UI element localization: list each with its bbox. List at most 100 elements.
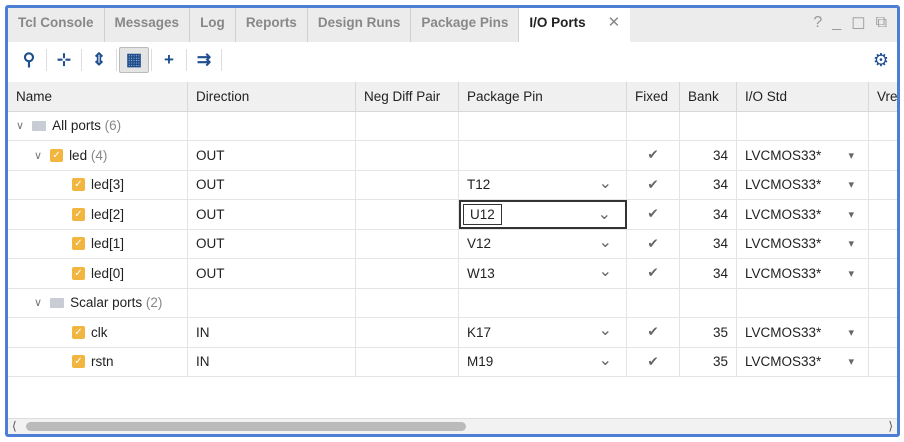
column-header-neg-diff-pair[interactable]: Neg Diff Pair (356, 82, 459, 111)
group-count: (4) (90, 147, 108, 163)
io-std-select[interactable]: LVCMOS33* ▾ (737, 229, 869, 258)
tab-package-pins[interactable]: Package Pins (411, 8, 520, 42)
package-pin-field[interactable]: V12 ⌄ (459, 229, 627, 258)
io-std: LVCMOS33* (745, 147, 822, 163)
column-header-vref[interactable]: Vref (869, 82, 897, 111)
chevron-down-icon[interactable]: ∨ (34, 297, 43, 310)
vref-cell[interactable] (869, 348, 897, 377)
tab-reports[interactable]: Reports (236, 8, 308, 42)
group-row-all[interactable]: ∨ All ports (6) (8, 111, 897, 141)
group-row-led[interactable]: ∨ ✓ led (4) OUT ✔ 34 LVCMOS33* ▾ (8, 141, 897, 171)
name-cell[interactable]: ✓ led[1] (8, 229, 188, 258)
column-header-name[interactable]: Name (8, 82, 188, 111)
chevron-down-icon[interactable]: ⌄ (598, 351, 612, 369)
fixed-cell[interactable]: ✔ (627, 229, 680, 258)
vref-cell[interactable] (869, 200, 897, 229)
scroll-left-icon[interactable]: ⟨ (12, 419, 17, 433)
name-cell[interactable]: ✓ led[2] (8, 200, 188, 229)
tab-tcl-console[interactable]: Tcl Console (8, 8, 105, 42)
tab-messages[interactable]: Messages (105, 8, 191, 42)
gear-icon[interactable]: ⚙ (872, 50, 889, 70)
chevron-down-icon[interactable]: ⌄ (598, 322, 612, 339)
cell (869, 289, 897, 318)
name-cell[interactable]: ∨ ✓ led (4) (8, 141, 188, 170)
auto-assign-icon[interactable]: ⇉ (196, 50, 212, 69)
tab-log[interactable]: Log (190, 8, 236, 42)
column-header-label: Direction (196, 88, 250, 104)
vref-cell[interactable] (869, 171, 897, 200)
chevron-down-icon[interactable]: ⌄ (598, 263, 612, 280)
cell (459, 288, 627, 317)
chevron-down-icon[interactable]: ∨ (16, 120, 25, 133)
package-pin-field[interactable]: M19 ⌄ (459, 347, 627, 376)
io-std-select[interactable]: LVCMOS33* ▾ (737, 318, 869, 347)
close-icon[interactable]: ✕ (607, 14, 621, 31)
column-header-direction[interactable]: Direction (188, 82, 356, 111)
group-by-interface-icon[interactable]: ▦ (119, 47, 149, 73)
port-name: led[0] (91, 265, 125, 281)
bank-cell: 34 (680, 229, 737, 258)
bank: 34 (712, 236, 728, 252)
cell (680, 111, 737, 140)
name-cell[interactable]: ✓ clk (8, 318, 188, 347)
package-pin-field[interactable]: K17 ⌄ (459, 318, 627, 347)
column-header-bank[interactable]: Bank (680, 82, 737, 111)
scrollbar-thumb[interactable] (26, 422, 466, 431)
vref-cell[interactable] (869, 318, 897, 347)
tab-label: I/O Ports (529, 15, 586, 30)
name-cell[interactable]: ∨ Scalar ports (2) (8, 288, 188, 317)
fixed-cell[interactable]: ✔ (627, 318, 680, 347)
horizontal-scrollbar[interactable]: ⟨ ⟩ (8, 418, 897, 434)
fixed-cell[interactable]: ✔ (627, 170, 680, 199)
group-count: (6) (104, 118, 122, 134)
chevron-down-icon[interactable]: ⌄ (598, 233, 612, 251)
maximize-icon[interactable]: ☐ (851, 16, 866, 33)
collapse-all-icon[interactable]: ⊹ (56, 50, 72, 69)
minimize-icon[interactable]: _ (832, 14, 842, 31)
fixed-cell[interactable]: ✔ (627, 200, 680, 229)
vref-cell[interactable] (869, 259, 897, 288)
package-pin-field[interactable]: T12 ⌄ (459, 170, 627, 199)
name-cell[interactable]: ✓ led[3] (8, 170, 188, 199)
tab-io-ports[interactable]: I/O Ports ✕ (519, 8, 631, 42)
dropdown-arrow-icon: ▾ (848, 179, 854, 192)
fixed-cell[interactable]: ✔ (627, 347, 680, 376)
name-cell[interactable]: ✓ rstn (8, 347, 188, 376)
column-header-package-pin[interactable]: Package Pin (459, 82, 627, 111)
column-header-io-std[interactable]: I/O Std (737, 82, 869, 111)
package-pin-field[interactable]: W13 ⌄ (459, 259, 627, 288)
io-std-select[interactable]: LVCMOS33* ▾ (737, 259, 869, 288)
name-cell[interactable]: ∨ All ports (6) (8, 111, 188, 140)
table-header[interactable]: Name Direction Neg Diff Pair Package Pin Fix… (8, 82, 897, 112)
scroll-right-icon[interactable]: ⟩ (888, 419, 893, 433)
help-icon[interactable]: ? (813, 14, 823, 31)
cell (680, 288, 737, 317)
direction: OUT (196, 236, 225, 252)
name-cell[interactable]: ✓ led[0] (8, 259, 188, 288)
tab-design-runs[interactable]: Design Runs (308, 8, 412, 42)
fixed-cell[interactable]: ✔ (627, 259, 680, 288)
float-icon[interactable]: ⧉ (875, 14, 887, 31)
direction-cell: IN (188, 318, 356, 347)
column-header-label: Bank (688, 88, 719, 104)
column-header-fixed[interactable]: Fixed (627, 82, 680, 111)
table-row[interactable]: ✓ led[0] OUT W13 ⌄ ✔ 34 LVCMOS33* ▾ (8, 259, 897, 289)
chevron-down-icon[interactable]: ∨ (34, 149, 43, 162)
group-row-scalar[interactable]: ∨ Scalar ports (2) (8, 288, 897, 318)
search-icon[interactable]: ⚲ (22, 50, 36, 69)
direction-cell: IN (188, 347, 356, 376)
table-row[interactable]: ✓ led[1] OUT V12 ⌄ ✔ 34 LVCMOS33* ▾ (8, 229, 897, 259)
io-std-select[interactable]: LVCMOS33* ▾ (737, 200, 869, 229)
expand-all-icon[interactable]: ⇕ (91, 50, 107, 69)
vref-cell[interactable] (869, 230, 897, 259)
table-row[interactable]: ✓ rstn IN M19 ⌄ ✔ 35 LVCMOS33* ▾ (8, 347, 897, 377)
chevron-down-icon[interactable]: ⌄ (597, 206, 611, 223)
table-row[interactable]: ✓ led[2] OUT U12 ⌄ ✔ 34 LVCMOS33* ▾ (8, 200, 897, 230)
io-std-select[interactable]: LVCMOS33* ▾ (737, 170, 869, 199)
package-pin-field[interactable]: U12 ⌄ (459, 200, 627, 229)
table-row[interactable]: ✓ led[3] OUT T12 ⌄ ✔ 34 LVCMOS33* ▾ (8, 170, 897, 200)
add-icon[interactable]: + (164, 50, 174, 69)
table-row[interactable]: ✓ clk IN K17 ⌄ ✔ 35 LVCMOS33* ▾ (8, 318, 897, 348)
chevron-down-icon[interactable]: ⌄ (598, 174, 612, 192)
io-std-select[interactable]: LVCMOS33* ▾ (737, 347, 869, 376)
